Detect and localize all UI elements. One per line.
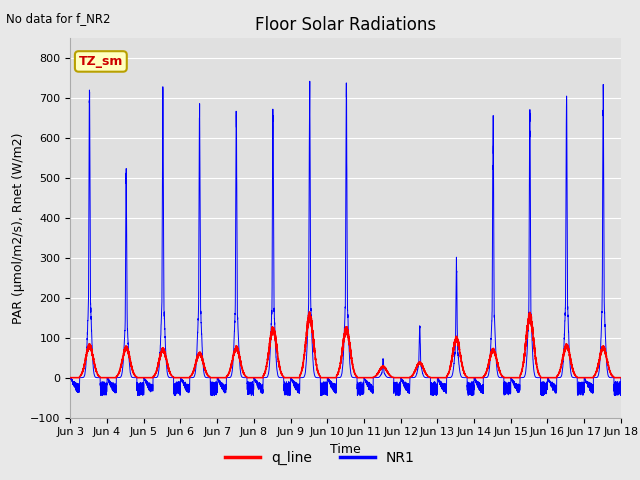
NR1 <box>484 372 492 378</box>
NR1 <box>253 378 261 384</box>
Text: No data for f_NR2: No data for f_NR2 <box>6 12 111 25</box>
q_line <box>594 363 602 369</box>
Legend: q_line, NR1: q_line, NR1 <box>220 445 420 471</box>
NR1 <box>67 375 74 381</box>
NR1 <box>395 393 403 398</box>
q_line <box>327 375 335 381</box>
q_line <box>469 375 477 381</box>
NR1 <box>617 375 625 381</box>
NR1 <box>587 383 595 389</box>
Text: TZ_sm: TZ_sm <box>79 55 123 68</box>
NR1 <box>594 374 602 380</box>
X-axis label: Time: Time <box>330 443 361 456</box>
Line: NR1: NR1 <box>70 81 621 396</box>
Y-axis label: PAR (μmol/m2/s), Rnet (W/m2): PAR (μmol/m2/s), Rnet (W/m2) <box>12 132 25 324</box>
q_line <box>587 375 595 381</box>
NR1 <box>306 78 314 84</box>
q_line <box>484 361 492 367</box>
Line: q_line: q_line <box>70 312 621 378</box>
q_line <box>253 375 261 381</box>
Title: Floor Solar Radiations: Floor Solar Radiations <box>255 16 436 34</box>
NR1 <box>469 383 477 388</box>
q_line <box>67 375 74 381</box>
NR1 <box>327 380 335 386</box>
q_line <box>617 375 625 381</box>
q_line <box>306 309 314 315</box>
